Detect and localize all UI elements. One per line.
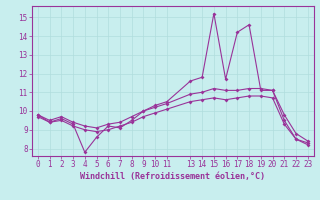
X-axis label: Windchill (Refroidissement éolien,°C): Windchill (Refroidissement éolien,°C) bbox=[80, 172, 265, 181]
